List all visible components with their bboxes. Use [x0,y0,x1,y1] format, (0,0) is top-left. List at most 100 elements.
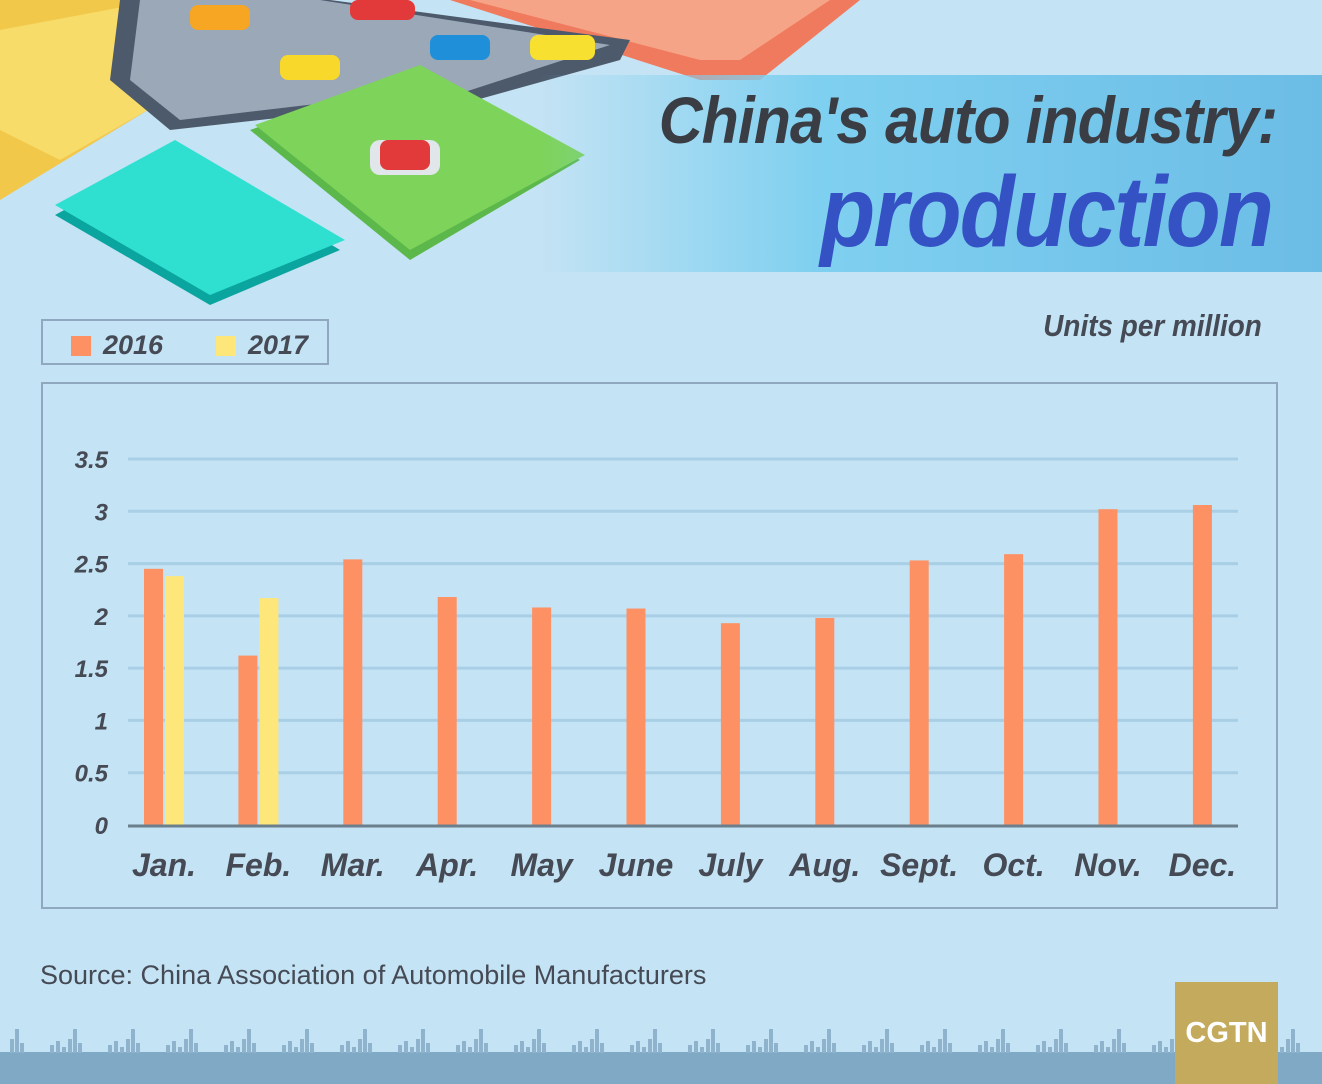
skyline-bar [1152,1045,1156,1053]
x-tick-label: July [698,847,764,883]
y-tick-label: 0 [95,813,109,840]
skyline-bar [874,1047,878,1053]
skyline-bar [658,1043,662,1053]
skyline-bar [600,1043,604,1053]
skyline-bar [1054,1039,1058,1053]
skyline-bar [1280,1047,1284,1053]
skyline-bar [1036,1045,1040,1053]
skyline-bar [50,1045,54,1053]
y-tick-label: 3.5 [75,447,109,474]
y-tick-label: 1.5 [75,656,109,683]
skyline-bar [468,1047,472,1053]
skyline-bar [880,1039,884,1053]
skyline-bar [810,1041,814,1053]
skyline-bar [642,1047,646,1053]
skyline-bar [484,1043,488,1053]
skyline-bar [1094,1045,1098,1053]
skyline-bar [827,1029,831,1053]
skyline-bar [746,1045,750,1053]
skyline-bar [56,1041,60,1053]
skyline-bar [62,1047,66,1053]
skyline-bar [890,1043,894,1053]
skyline-bar [352,1047,356,1053]
legend-item-2016: 2016 [71,330,163,361]
skyline-bar [421,1029,425,1053]
skyline-bar [1296,1043,1300,1053]
skyline-bar [822,1039,826,1053]
skyline-bar [120,1047,124,1053]
skyline-bar [752,1041,756,1053]
skyline-bar [868,1041,872,1053]
y-tick-label: 2.5 [74,552,109,579]
skyline-bar [410,1047,414,1053]
skyline-bar [426,1043,430,1053]
skyline-bar [288,1041,292,1053]
bar-2016-mar [343,559,363,825]
bar-2016-oct [1004,554,1024,825]
skyline-bar [416,1039,420,1053]
legend-swatch-2016 [71,335,91,356]
bar-2017-jan [165,576,184,825]
x-tick-label: June [599,847,674,883]
skyline-bar [711,1029,715,1053]
skyline-bar [862,1045,866,1053]
skyline-bar [178,1047,182,1053]
cgtn-logo: CGTN [1175,982,1278,1084]
x-tick-label: Sept. [880,847,958,883]
title-line1: China's auto industry: [658,83,1278,157]
skyline-bar [920,1045,924,1053]
skyline-bar [1112,1039,1116,1053]
skyline-bar [398,1045,402,1053]
skyline-bar [340,1045,344,1053]
skyline-bar [537,1029,541,1053]
y-tick-label: 1 [95,708,108,735]
skyline-bar [578,1041,582,1053]
skyline-bar [978,1045,982,1053]
skyline-bar [166,1045,170,1053]
ground-band [0,1052,1322,1084]
skyline-bar [542,1043,546,1053]
skyline-bar [1042,1041,1046,1053]
skyline-bar [595,1029,599,1053]
skyline-bar [456,1045,460,1053]
skyline-bar [1048,1047,1052,1053]
skyline-bar [172,1041,176,1053]
chart-frame [41,382,1278,909]
skyline-bar [68,1039,72,1053]
y-tick-label: 0.5 [75,761,109,788]
skyline-bar [346,1041,350,1053]
skyline-bar [648,1039,652,1053]
skyline-bar [938,1039,942,1053]
skyline-bar [1064,1043,1068,1053]
skyline-bar [78,1043,82,1053]
bar-chart: 0 0.5 1 1.5 2 2.5 3 3.5 Jan. Feb. Mar. Apr. May June J… [74,447,1238,883]
skyline-bar [194,1043,198,1053]
skyline-bar [590,1039,594,1053]
factory-illustration [0,0,860,305]
legend-swatch-2017 [216,335,236,356]
skyline-bar [572,1045,576,1053]
skyline-bar [984,1041,988,1053]
x-tick-label: Mar. [321,847,385,883]
skyline-bar [236,1047,240,1053]
x-tick-label: Oct. [982,847,1044,883]
skyline-bar [230,1041,234,1053]
skyline-bar [189,1029,193,1053]
skyline-bar [404,1041,408,1053]
skyline-bar [368,1043,372,1053]
skyline-bar [136,1043,140,1053]
skyline-bar [758,1047,762,1053]
skyline-bar [224,1045,228,1053]
skyline-bar [932,1047,936,1053]
skyline-bar [1170,1039,1174,1053]
skyline-bar [310,1043,314,1053]
skyline-bar [73,1029,77,1053]
skyline-bar [948,1043,952,1053]
skyline-bar [131,1029,135,1053]
skyline-bar [114,1041,118,1053]
skyline-bar [358,1039,362,1053]
skyline-bar [804,1045,808,1053]
skyline-bar [716,1043,720,1053]
skyline-bar [688,1045,692,1053]
skyline-bar [363,1029,367,1053]
